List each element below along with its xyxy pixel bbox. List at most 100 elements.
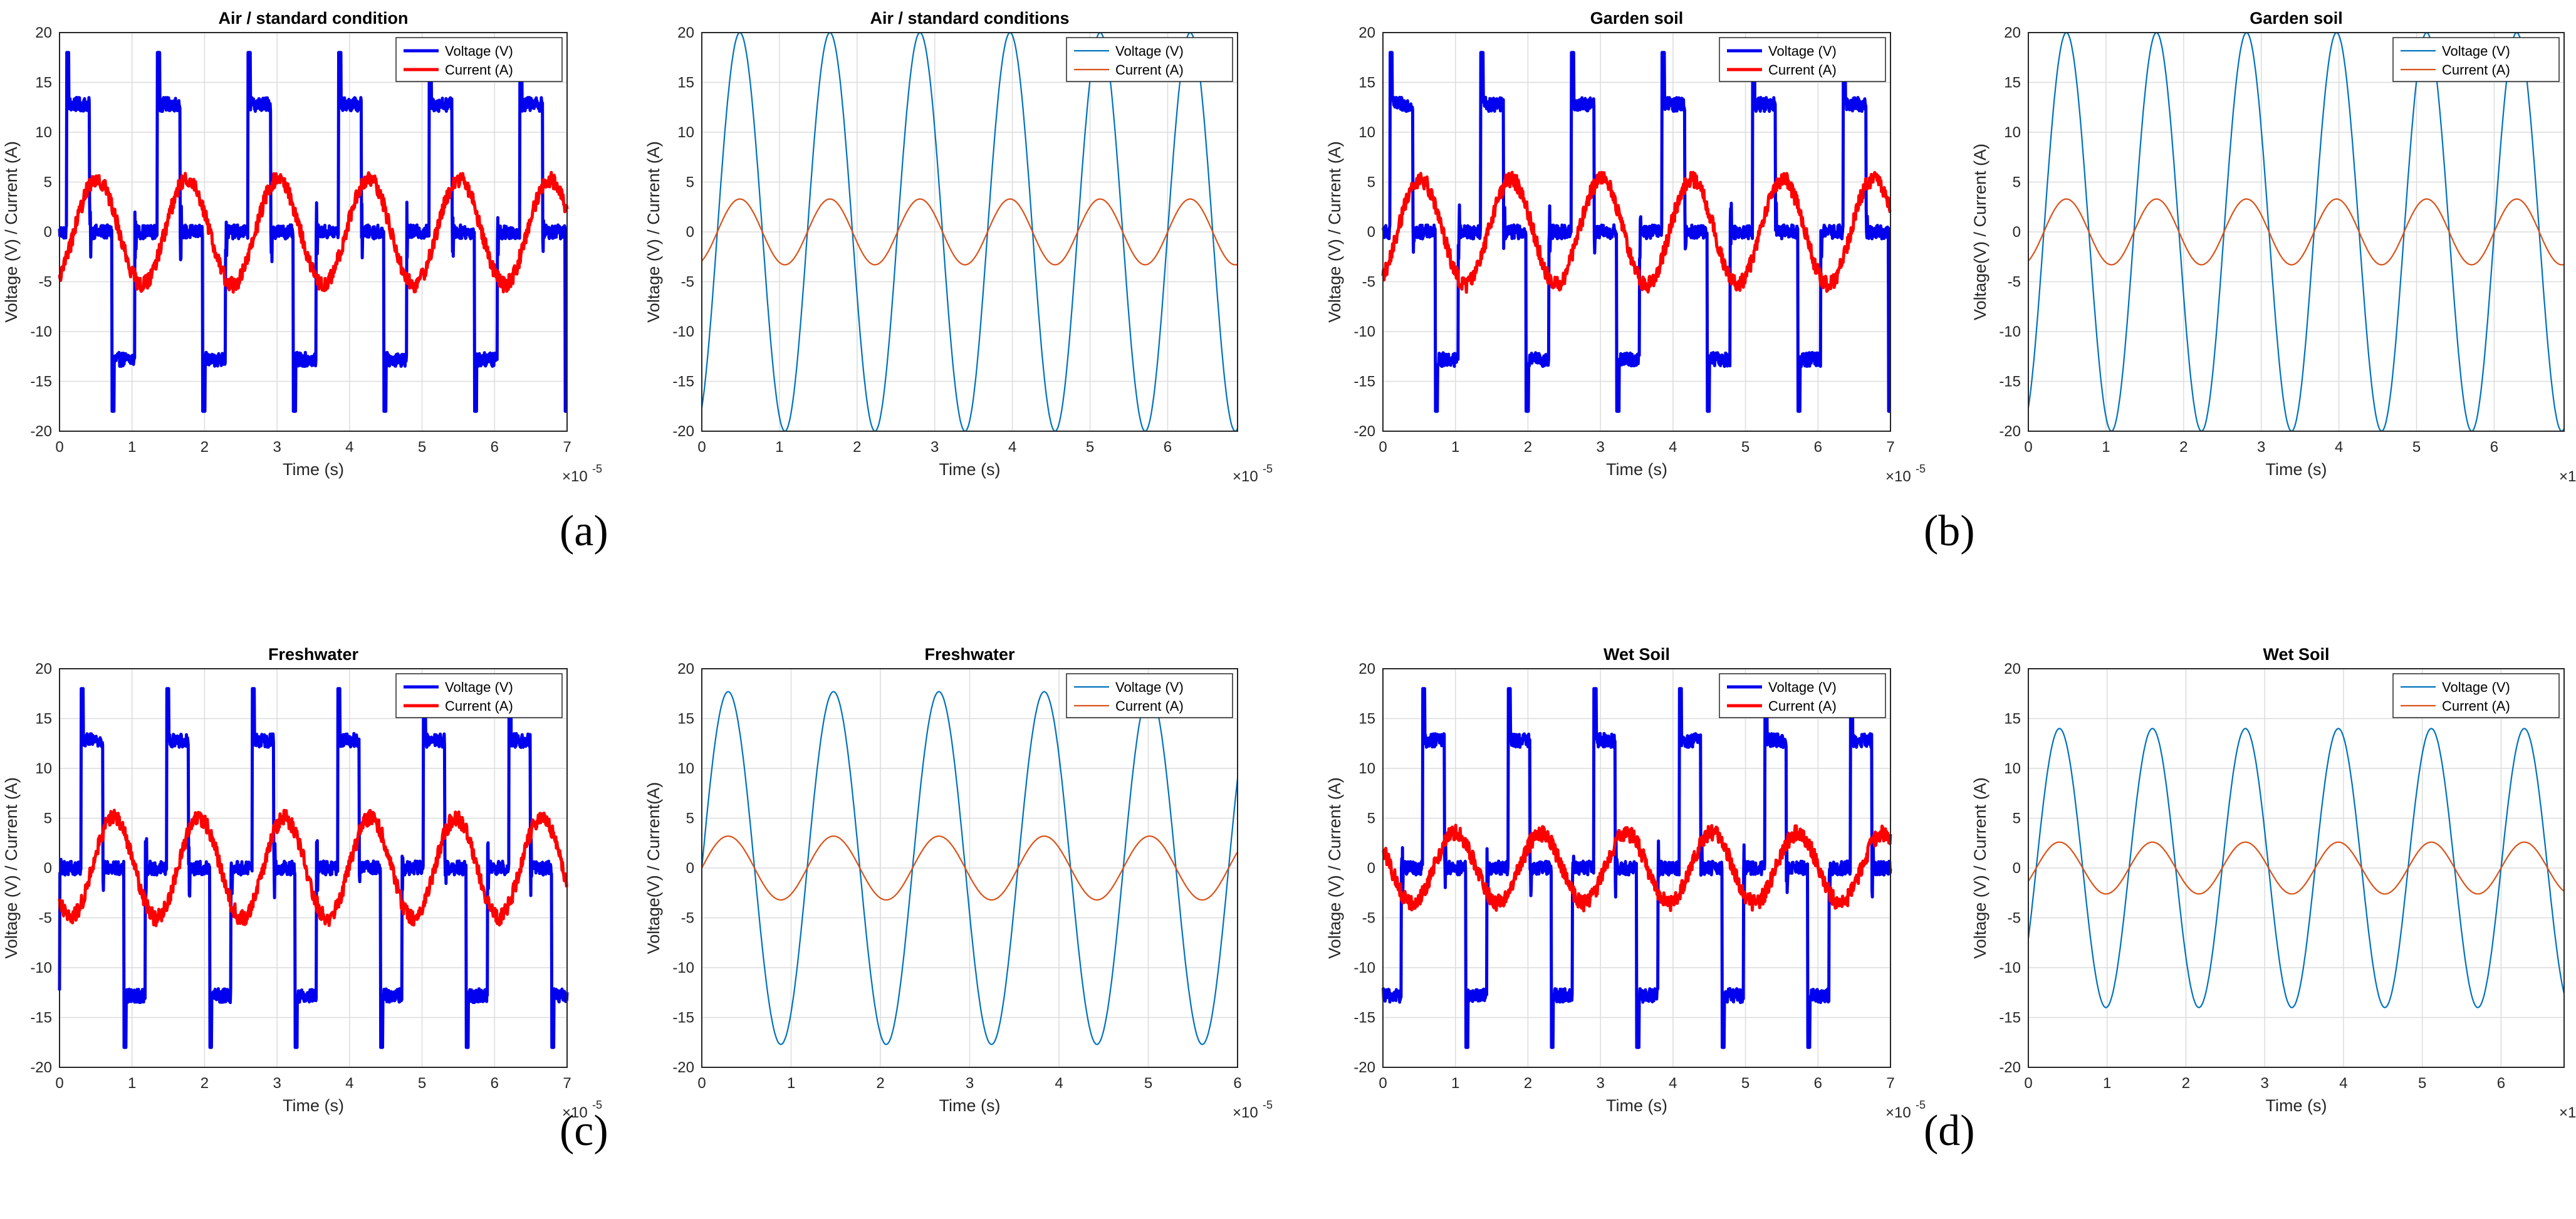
x-exponent-base: ×10: [562, 468, 588, 485]
y-tick-label: -10: [30, 960, 52, 976]
y-tick-label: 15: [2004, 711, 2021, 728]
x-tick-label: 7: [1886, 1075, 1894, 1092]
x-tick-label: 5: [1144, 1075, 1152, 1092]
x-tick-label: 1: [1451, 439, 1459, 456]
axes-box: [701, 668, 1238, 1068]
x-tick-label: 6: [2497, 1075, 2505, 1092]
y-tick-label: 15: [35, 75, 52, 92]
legend-entry: Current (A): [445, 698, 513, 714]
x-tick-label: 2: [876, 1075, 884, 1092]
y-tick-label: -15: [1999, 374, 2021, 390]
y-tick-label: 20: [2004, 661, 2021, 678]
y-tick-label: 15: [1358, 711, 1375, 728]
y-tick-label: -5: [2008, 910, 2021, 927]
chart-title: Freshwater: [924, 645, 1015, 664]
x-tick-label: 0: [1379, 1075, 1387, 1092]
y-tick-label: 20: [1358, 661, 1375, 678]
series-line-voltage: [1381, 687, 1892, 1049]
x-tick-label: 6: [1164, 439, 1172, 456]
y-tick-label: -15: [1353, 374, 1375, 390]
series-line-current: [701, 198, 1238, 266]
x-tick-label: 7: [1886, 439, 1894, 456]
chart-title: Garden soil: [2250, 9, 2343, 28]
y-tick-label: 20: [1358, 24, 1375, 41]
y-tick-label: 20: [677, 661, 694, 678]
x-axis-label: Time (s): [939, 1096, 1001, 1115]
x-tick-label: 5: [2418, 1075, 2426, 1092]
legend: Voltage (V) Current (A): [1719, 673, 1886, 718]
sub-label-b: (b): [1924, 507, 1975, 555]
x-tick-label: 3: [1596, 439, 1604, 456]
legend: Voltage (V) Current (A): [2392, 37, 2560, 82]
x-exponent-base: ×10: [2559, 468, 2576, 485]
y-tick-label: -5: [681, 274, 694, 291]
legend-entry: Current (A): [2442, 698, 2510, 714]
x-tick-label: 4: [345, 1075, 353, 1092]
y-tick-label: -20: [672, 1059, 694, 1076]
y-tick-label: 5: [44, 174, 52, 191]
y-tick-label: -10: [1999, 960, 2021, 976]
chart-title: Freshwater: [268, 645, 359, 664]
x-tick-label: 7: [563, 439, 571, 456]
y-tick-label: -15: [1353, 1010, 1375, 1027]
y-tick-label: 5: [1367, 810, 1375, 827]
chart-6: 0 1 2 3 4 5 6 -20 -15 -10 -5 0 5 10 15 20 Freshwater Time…: [644, 645, 1273, 1121]
y-tick-label: 10: [1358, 124, 1375, 141]
x-tick-label: 6: [2490, 439, 2498, 456]
chart-5: 0 1 2 3 4 5 6 7 -20 -15 -10 -5 0 5 10 15 20 Freshwater Tim…: [2, 645, 602, 1121]
legend: Voltage (V) Current (A): [395, 37, 563, 82]
y-tick-label: 0: [686, 224, 694, 241]
y-tick-label: 10: [677, 760, 694, 777]
legend-box: [1066, 673, 1233, 718]
legend-box: [1719, 673, 1886, 718]
chart-8: 0 1 2 3 4 5 6 -20 -15 -10 -5 0 5 10 15 20 Wet Soil Time (…: [1971, 645, 2576, 1121]
x-axis-label: Time (s): [283, 460, 344, 479]
series-line-voltage: [2027, 31, 2565, 432]
y-tick-label: 15: [677, 75, 694, 92]
x-tick-label: 4: [2339, 1075, 2347, 1092]
y-tick-label: 0: [1367, 224, 1375, 241]
x-exponent-base: ×10: [2559, 1104, 2576, 1121]
y-tick-label: -5: [1362, 910, 1375, 927]
series-line-current: [58, 170, 569, 294]
y-tick-label: 10: [35, 760, 52, 777]
x-tick-label: 0: [2024, 1075, 2032, 1092]
x-tick-label: 5: [2412, 439, 2421, 456]
x-tick-label: 5: [418, 1075, 426, 1092]
x-tick-label: 2: [2182, 1075, 2190, 1092]
x-tick-label: 6: [491, 1075, 499, 1092]
y-tick-label: 0: [44, 860, 52, 877]
y-tick-label: 5: [2013, 174, 2021, 191]
x-axis-label: Time (s): [939, 460, 1001, 479]
x-exponent-power: -5: [1916, 463, 1926, 475]
x-exponent-base: ×10: [562, 1104, 588, 1121]
chart-title: Wet Soil: [1603, 645, 1670, 664]
x-tick-label: 4: [2335, 439, 2343, 456]
x-exponent-base: ×10: [1233, 468, 1258, 485]
x-tick-label: 2: [201, 439, 209, 456]
x-exponent-power: -5: [1263, 1099, 1273, 1111]
x-exponent-power: -5: [1916, 1099, 1926, 1111]
chart-title: Wet Soil: [2263, 645, 2329, 664]
x-tick-label: 5: [1086, 439, 1094, 456]
legend-entry: Current (A): [1115, 62, 1184, 78]
y-tick-label: -15: [1999, 1010, 2021, 1027]
series-line-voltage: [2027, 728, 2565, 1008]
y-tick-label: 20: [2004, 24, 2021, 41]
legend-box: [1066, 37, 1233, 82]
x-tick-label: 4: [1669, 1075, 1677, 1092]
y-tick-label: -15: [672, 1010, 694, 1027]
y-tick-label: 15: [2004, 75, 2021, 92]
y-tick-label: -20: [30, 1059, 52, 1076]
y-axis-label: Voltage(V) / Current (A): [1971, 144, 1989, 320]
legend-box: [1719, 37, 1886, 82]
y-tick-label: 20: [35, 661, 52, 678]
x-tick-label: 3: [2257, 439, 2265, 456]
y-tick-label: -20: [1353, 423, 1375, 440]
x-axis-label: Time (s): [2266, 460, 2327, 479]
y-tick-label: 0: [2013, 860, 2021, 877]
series-line-current: [701, 835, 1238, 901]
legend-entry: Voltage (V): [1115, 679, 1184, 695]
x-exponent-base: ×10: [1885, 1104, 1911, 1121]
x-tick-label: 2: [201, 1075, 209, 1092]
